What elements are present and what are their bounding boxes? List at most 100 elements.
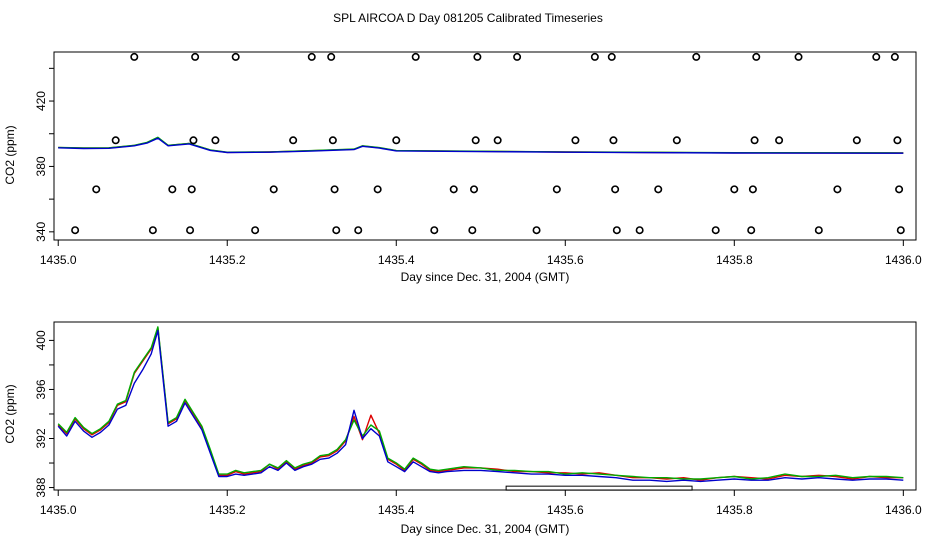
top-xtick-label-3: 1435.6 — [547, 253, 584, 267]
bottom-xtick-label-5: 1436.0 — [885, 503, 922, 517]
top-marker-39 — [612, 226, 621, 235]
top-marker-18 — [330, 185, 339, 194]
top-marker-35 — [590, 52, 599, 61]
bottom-xtick-label-2: 1435.4 — [378, 503, 415, 517]
top-marker-31 — [513, 52, 522, 61]
top-marker-1 — [92, 185, 101, 194]
top-marker-28 — [471, 136, 480, 145]
top-xtick-label-2: 1435.4 — [378, 253, 415, 267]
top-marker-3 — [130, 52, 139, 61]
top-marker-51 — [794, 52, 803, 61]
top-ytick-label-2: 420 — [34, 91, 48, 111]
top-marker-27 — [470, 185, 479, 194]
top-x-label: Day since Dec. 31, 2004 (GMT) — [401, 270, 570, 284]
top-marker-24 — [430, 226, 439, 235]
top-marker-9 — [191, 52, 200, 61]
bottom-x-label: Day since Dec. 31, 2004 (GMT) — [401, 522, 570, 536]
top-marker-44 — [711, 226, 720, 235]
top-marker-12 — [251, 226, 260, 235]
top-marker-32 — [532, 226, 541, 235]
top-marker-58 — [895, 185, 904, 194]
bottom-ytick-label-1: 392 — [34, 428, 48, 448]
top-xtick-label-1: 1435.2 — [209, 253, 246, 267]
bottom-x-axis: 1435.0 1435.2 1435.4 1435.6 1435.8 1436.0 — [40, 490, 922, 517]
calibration-bar — [505, 485, 693, 491]
top-marker-20 — [354, 226, 363, 235]
top-y-axis: 340 380 420 — [34, 91, 48, 242]
top-xtick-label-0: 1435.0 — [40, 253, 77, 267]
top-marker-13 — [269, 185, 278, 194]
top-marker-0 — [71, 226, 80, 235]
top-marker-34 — [571, 136, 580, 145]
top-marker-4 — [148, 226, 157, 235]
top-marker-7 — [187, 185, 196, 194]
top-xtick-label-5: 1436.0 — [885, 253, 922, 267]
top-marker-25 — [449, 185, 458, 194]
top-marker-22 — [392, 136, 401, 145]
top-series-line-2 — [58, 137, 904, 154]
top-marker-36 — [607, 52, 616, 61]
top-marker-37 — [609, 136, 618, 145]
top-series — [58, 136, 904, 154]
bottom-series — [57, 326, 904, 483]
top-marker-52 — [814, 226, 823, 235]
top-marker-11 — [231, 52, 240, 61]
top-marker-17 — [328, 136, 337, 145]
top-marker-48 — [750, 136, 759, 145]
bottom-plot-frame — [53, 321, 917, 491]
top-marker-41 — [654, 185, 663, 194]
top-marker-14 — [289, 136, 298, 145]
top-marker-8 — [189, 136, 198, 145]
bottom-y-label: CO2 (ppm) — [3, 384, 17, 443]
top-marker-26 — [468, 226, 477, 235]
bottom-panel: 1435.0 1435.2 1435.4 1435.6 1435.8 1436.0 388… — [3, 321, 922, 536]
top-marker-19 — [332, 226, 341, 235]
top-y-label: CO2 (ppm) — [3, 125, 17, 184]
top-marker-40 — [635, 226, 644, 235]
bottom-xtick-label-1: 1435.2 — [209, 503, 246, 517]
top-marker-57 — [893, 136, 902, 145]
top-marker-5 — [168, 185, 177, 194]
top-marker-45 — [730, 185, 739, 194]
top-marker-47 — [748, 185, 757, 194]
top-marker-53 — [833, 185, 842, 194]
top-markers — [71, 52, 905, 235]
top-marker-30 — [493, 136, 502, 145]
top-marker-21 — [373, 185, 382, 194]
top-marker-6 — [186, 226, 195, 235]
bottom-calibration-rect — [505, 485, 693, 491]
top-marker-2 — [111, 136, 120, 145]
top-y-gridticks — [49, 67, 54, 233]
top-ytick-label-1: 380 — [34, 156, 48, 176]
top-marker-43 — [692, 52, 701, 61]
top-marker-29 — [473, 52, 482, 61]
top-marker-33 — [552, 185, 561, 194]
top-marker-10 — [211, 136, 220, 145]
top-marker-15 — [307, 52, 316, 61]
bottom-y-gridticks — [49, 339, 54, 489]
top-ytick-label-0: 340 — [34, 221, 48, 241]
bottom-ytick-label-3: 400 — [34, 330, 48, 350]
top-marker-56 — [890, 52, 899, 61]
bottom-ytick-label-2: 396 — [34, 379, 48, 399]
top-panel: 1435.0 1435.2 1435.4 1435.6 1435.8 1436.0 340… — [3, 51, 922, 284]
top-marker-49 — [752, 52, 761, 61]
top-marker-38 — [611, 185, 620, 194]
bottom-ytick-label-0: 388 — [34, 477, 48, 497]
bottom-xtick-label-4: 1435.8 — [716, 503, 753, 517]
top-marker-23 — [411, 52, 420, 61]
top-marker-16 — [327, 52, 336, 61]
top-x-axis: 1435.0 1435.2 1435.4 1435.6 1435.8 1436.0 — [40, 240, 922, 267]
top-marker-46 — [747, 226, 756, 235]
top-marker-59 — [896, 226, 905, 235]
bottom-series-line-2 — [57, 329, 904, 483]
bottom-xtick-label-0: 1435.0 — [40, 503, 77, 517]
bottom-y-axis: 388 392 396 400 — [34, 330, 48, 498]
top-xtick-label-4: 1435.8 — [716, 253, 753, 267]
top-marker-42 — [672, 136, 681, 145]
top-plot-frame — [53, 51, 917, 241]
top-marker-54 — [852, 136, 861, 145]
bottom-xtick-label-3: 1435.6 — [547, 503, 584, 517]
top-marker-50 — [775, 136, 784, 145]
